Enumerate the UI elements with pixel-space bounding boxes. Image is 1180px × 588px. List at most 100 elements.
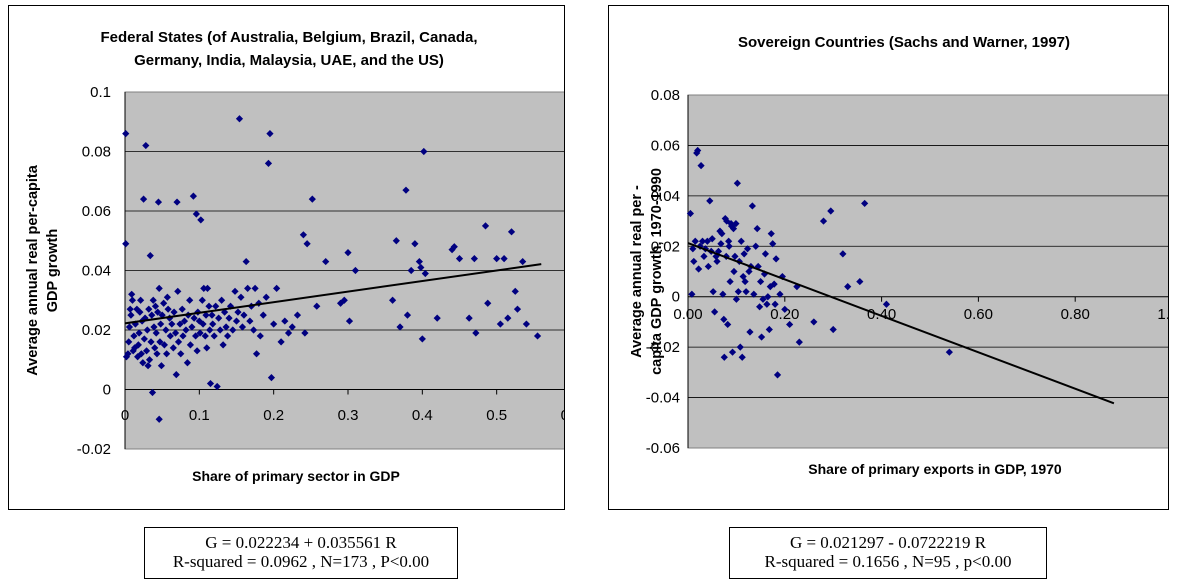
data-point — [235, 115, 244, 123]
data-point — [148, 311, 156, 319]
data-point — [174, 338, 183, 346]
data-point — [176, 320, 184, 328]
data-point — [522, 320, 530, 328]
x-tick-label: 0.1 — [189, 407, 210, 424]
data-point — [131, 344, 139, 352]
x-tick-label: 0 — [121, 407, 129, 424]
data-point — [313, 302, 321, 310]
data-point — [266, 130, 274, 138]
data-point — [713, 257, 721, 266]
x-tick-label: 0.80 — [1061, 306, 1090, 323]
data-point — [157, 362, 166, 370]
data-point — [246, 317, 254, 325]
data-point — [695, 265, 703, 273]
data-point — [252, 350, 261, 358]
data-point — [420, 147, 428, 156]
data-point — [340, 296, 348, 304]
y-tick-label: 0.08 — [82, 144, 111, 161]
data-point — [146, 252, 154, 260]
data-point — [157, 320, 165, 328]
data-point — [213, 382, 221, 391]
data-point — [186, 341, 195, 349]
data-point — [128, 296, 137, 304]
data-point — [238, 323, 247, 331]
data-point — [727, 222, 736, 230]
data-point — [738, 353, 746, 361]
data-point — [208, 311, 216, 319]
data-point — [344, 249, 352, 257]
data-point — [155, 415, 163, 423]
y-tick-label: 0 — [672, 289, 680, 306]
data-point — [142, 347, 151, 355]
data-point — [125, 323, 134, 331]
data-point — [203, 284, 212, 292]
y-tick-label: 0.08 — [651, 87, 680, 104]
data-point — [691, 237, 699, 245]
data-point — [173, 198, 181, 206]
data-point — [303, 240, 311, 248]
x-tick-label: 0.20 — [770, 306, 799, 323]
x-tick-label: 0.00 — [673, 306, 702, 323]
data-point — [129, 347, 137, 355]
y-tick-label: -0.02 — [646, 339, 680, 356]
data-point — [209, 320, 217, 328]
data-point — [192, 332, 200, 340]
data-point — [829, 325, 837, 334]
y-tick-label: 0.02 — [651, 238, 680, 255]
data-point — [182, 326, 190, 334]
data-point — [154, 198, 163, 206]
data-point — [122, 240, 130, 248]
data-point — [169, 344, 177, 352]
data-point — [288, 323, 296, 331]
data-point — [177, 350, 185, 358]
data-point — [481, 222, 490, 230]
data-point — [193, 347, 201, 355]
data-point — [415, 257, 423, 266]
data-point — [270, 320, 278, 328]
data-point — [229, 326, 237, 334]
y-tick-label: -0.02 — [77, 441, 111, 458]
data-point — [122, 353, 131, 361]
data-point — [179, 332, 187, 340]
data-point — [455, 255, 464, 263]
data-point — [122, 130, 130, 138]
y-tick-label: 0.04 — [82, 263, 111, 280]
equation-line-2: R-squared = 0.1656 , N=95 , p<0.00 — [764, 552, 1012, 571]
y-axis-label: GDP growth — [45, 229, 61, 313]
data-point — [299, 231, 307, 239]
data-point — [128, 290, 136, 298]
data-point — [133, 305, 141, 313]
data-point — [242, 257, 250, 266]
y-axis-label: Average annual real per-capita — [25, 164, 41, 376]
data-point — [231, 287, 239, 295]
data-point — [284, 329, 293, 337]
data-point — [262, 293, 270, 301]
y-tick-label: 0.1 — [90, 84, 111, 101]
data-point — [136, 308, 144, 316]
data-point — [725, 237, 733, 245]
data-point — [392, 237, 400, 245]
data-point — [210, 332, 218, 340]
data-point — [206, 379, 215, 388]
data-point — [244, 284, 252, 292]
x-axis-label: Share of primary sector in GDP — [192, 468, 400, 484]
data-point — [202, 311, 210, 319]
y-tick-label: -0.04 — [646, 390, 680, 407]
data-point — [511, 287, 519, 295]
y-tick-label: -0.06 — [646, 440, 680, 457]
data-point — [417, 263, 425, 272]
data-point — [134, 341, 142, 349]
x-tick-label: 0.3 — [338, 407, 359, 424]
data-point — [152, 329, 160, 337]
data-point — [793, 283, 801, 291]
data-point — [767, 230, 775, 238]
data-point — [164, 305, 172, 313]
data-point — [126, 305, 134, 313]
data-point — [704, 262, 712, 271]
data-point — [301, 329, 309, 337]
equation-line-2: R-squared = 0.0962 , N=173 , P<0.00 — [172, 552, 430, 571]
data-point — [143, 326, 151, 334]
data-point — [322, 257, 330, 266]
plot-area — [687, 94, 1173, 449]
data-point — [771, 300, 779, 308]
